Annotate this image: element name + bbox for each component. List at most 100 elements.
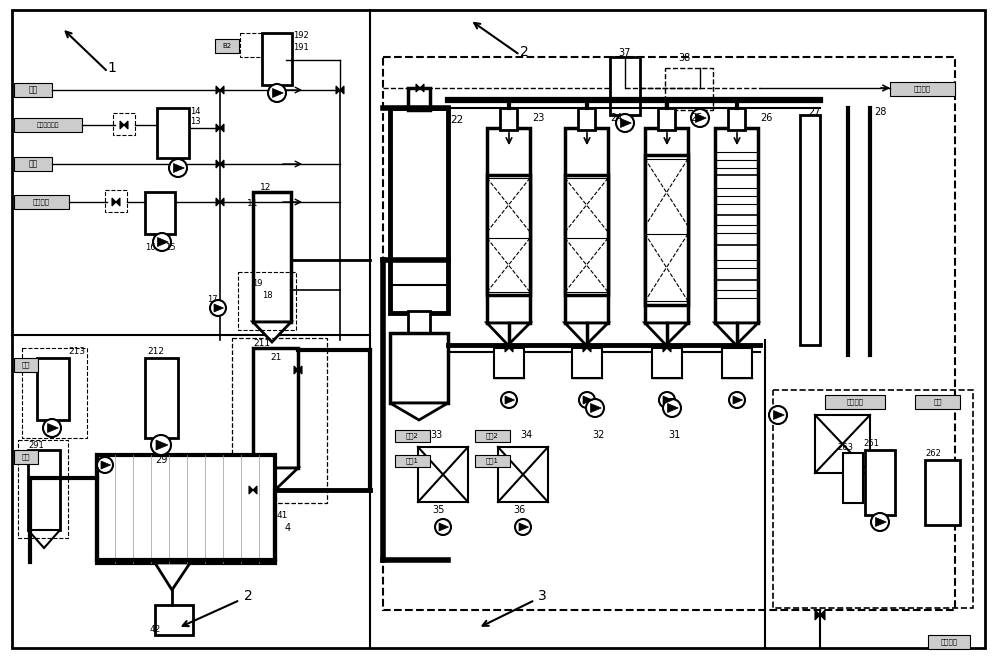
- Bar: [572, 348, 602, 378]
- Bar: [18, 440, 68, 538]
- Bar: [240, 33, 288, 57]
- Text: 26: 26: [760, 113, 772, 123]
- Text: 进料: 进料: [28, 86, 38, 95]
- Bar: [890, 82, 955, 96]
- Polygon shape: [620, 118, 631, 128]
- Text: 4: 4: [285, 523, 291, 533]
- Circle shape: [579, 392, 595, 408]
- Text: 15: 15: [165, 243, 176, 253]
- Circle shape: [169, 159, 187, 177]
- Polygon shape: [519, 523, 529, 531]
- Polygon shape: [876, 517, 886, 526]
- Bar: [925, 460, 960, 525]
- Bar: [390, 108, 448, 313]
- Bar: [232, 338, 327, 503]
- Text: 19: 19: [252, 278, 262, 288]
- Bar: [145, 192, 175, 234]
- Bar: [715, 128, 758, 323]
- Bar: [728, 108, 745, 130]
- Polygon shape: [48, 424, 58, 432]
- Circle shape: [691, 109, 709, 127]
- Bar: [865, 450, 895, 515]
- Polygon shape: [253, 468, 298, 490]
- Text: 16: 16: [145, 243, 156, 253]
- Text: 加热2: 加热2: [406, 433, 419, 440]
- Text: 回收: 回收: [22, 362, 30, 368]
- Bar: [105, 190, 127, 212]
- Circle shape: [151, 435, 171, 455]
- Polygon shape: [294, 366, 302, 374]
- Bar: [14, 358, 38, 372]
- Text: 42: 42: [150, 626, 161, 634]
- Text: 191: 191: [293, 43, 309, 53]
- Bar: [408, 88, 430, 110]
- Bar: [498, 447, 548, 502]
- Bar: [475, 430, 510, 442]
- Bar: [645, 155, 688, 305]
- Bar: [408, 311, 430, 333]
- Bar: [238, 272, 296, 330]
- Text: 产品出口: 产品出口: [940, 639, 958, 645]
- Bar: [418, 447, 468, 502]
- Bar: [722, 348, 752, 378]
- Polygon shape: [696, 113, 706, 122]
- Bar: [215, 39, 239, 53]
- Circle shape: [515, 519, 531, 535]
- Text: 回收: 回收: [28, 159, 38, 168]
- Polygon shape: [663, 396, 673, 404]
- Circle shape: [43, 419, 61, 437]
- Bar: [494, 348, 524, 378]
- Text: 35: 35: [432, 505, 444, 515]
- Text: 加热2: 加热2: [486, 433, 499, 440]
- Text: 3: 3: [538, 589, 547, 603]
- Bar: [253, 192, 291, 322]
- Bar: [487, 175, 530, 295]
- Polygon shape: [216, 124, 224, 132]
- Bar: [843, 453, 863, 503]
- Text: 废液输入: 废液输入: [33, 199, 50, 205]
- Text: 1: 1: [108, 61, 116, 75]
- Circle shape: [769, 406, 787, 424]
- Bar: [395, 455, 430, 467]
- Text: 41: 41: [277, 511, 288, 520]
- Bar: [815, 415, 870, 473]
- Bar: [475, 455, 510, 467]
- Polygon shape: [216, 86, 224, 94]
- Bar: [928, 635, 970, 649]
- Text: 13: 13: [190, 118, 201, 126]
- Circle shape: [501, 392, 517, 408]
- Bar: [500, 108, 517, 130]
- Bar: [97, 455, 275, 563]
- Circle shape: [153, 233, 171, 251]
- Text: 28: 28: [874, 107, 886, 117]
- Text: 废气排放: 废气排放: [914, 86, 931, 92]
- Polygon shape: [505, 396, 515, 404]
- Bar: [915, 395, 960, 409]
- Text: 262: 262: [925, 449, 941, 457]
- Text: 211: 211: [253, 338, 270, 347]
- Polygon shape: [439, 523, 449, 531]
- Bar: [37, 358, 69, 420]
- Text: 2: 2: [244, 589, 253, 603]
- Polygon shape: [715, 323, 758, 345]
- Polygon shape: [156, 440, 168, 450]
- Bar: [14, 83, 52, 97]
- Polygon shape: [120, 121, 128, 129]
- Polygon shape: [565, 323, 608, 345]
- Bar: [113, 113, 135, 135]
- Bar: [395, 430, 430, 442]
- Circle shape: [871, 513, 889, 531]
- Bar: [565, 175, 608, 295]
- Polygon shape: [815, 610, 825, 620]
- Bar: [145, 358, 178, 438]
- Polygon shape: [272, 88, 283, 97]
- Polygon shape: [101, 461, 111, 469]
- Bar: [487, 128, 530, 323]
- Polygon shape: [214, 304, 224, 312]
- Text: 34: 34: [520, 430, 532, 440]
- Text: 38: 38: [678, 53, 690, 63]
- Bar: [645, 128, 688, 323]
- Bar: [14, 450, 38, 464]
- Text: 25: 25: [690, 113, 702, 123]
- Polygon shape: [336, 86, 344, 94]
